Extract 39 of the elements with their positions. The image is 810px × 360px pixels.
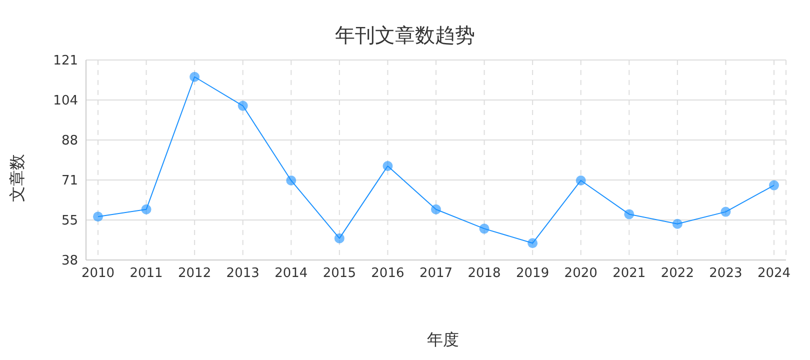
point xyxy=(382,161,393,172)
x-tick-label: 2013 xyxy=(226,266,260,282)
x-tick-label: 2010 xyxy=(81,266,115,282)
x-tick-label: 2011 xyxy=(130,266,163,282)
x-tick-label: 2015 xyxy=(322,266,356,282)
point xyxy=(141,204,152,214)
y-tick-label: 121 xyxy=(53,54,78,69)
x-tick-label: 2024 xyxy=(757,266,791,282)
x-tick-label: 2021 xyxy=(612,266,646,282)
point xyxy=(672,218,682,229)
y-tick-label: 71 xyxy=(61,174,78,189)
point xyxy=(431,204,441,214)
point xyxy=(479,224,490,234)
point xyxy=(576,175,586,186)
x-tick-label: 2016 xyxy=(371,266,404,282)
point xyxy=(93,212,103,222)
point xyxy=(334,233,344,244)
x-tick-label: 2019 xyxy=(516,266,550,282)
x-tick-label: 2012 xyxy=(178,266,212,282)
x-tick-label: 2023 xyxy=(709,266,742,282)
point xyxy=(190,72,200,82)
point xyxy=(624,209,634,220)
point xyxy=(720,206,731,217)
point xyxy=(528,238,538,248)
y-axis-title: 文章数 xyxy=(8,154,28,202)
x-tick-label: 2017 xyxy=(419,266,453,282)
x-tick-label: 2014 xyxy=(274,266,308,282)
x-axis-title: 年度 xyxy=(426,330,460,351)
point xyxy=(769,180,779,190)
y-tick-label: 38 xyxy=(61,254,78,269)
x-tick-label: 2020 xyxy=(564,266,598,282)
y-tick-label: 55 xyxy=(61,214,78,229)
x-tick-label: 2022 xyxy=(660,266,694,282)
point xyxy=(238,100,248,111)
chart-title: 年刊文章数趋势 xyxy=(334,22,476,49)
x-tick-label: 2018 xyxy=(468,266,501,282)
y-tick-label: 88 xyxy=(61,134,78,149)
point xyxy=(286,175,296,186)
y-tick-label: 104 xyxy=(53,94,78,109)
